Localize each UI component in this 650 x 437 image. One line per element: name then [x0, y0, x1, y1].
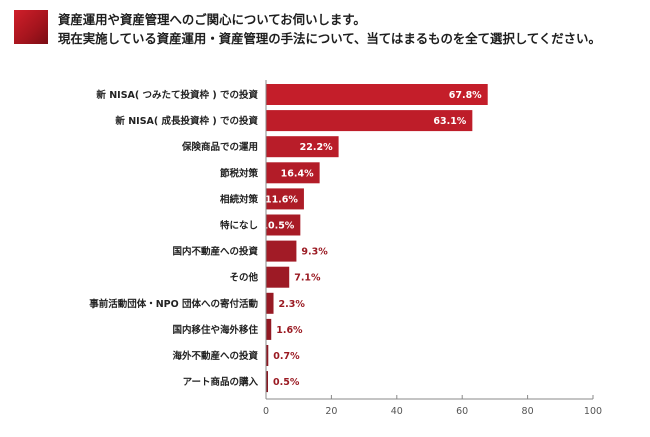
bar: [266, 240, 297, 262]
x-tick-label: 40: [391, 406, 403, 417]
value-label: 67.8%: [449, 90, 482, 101]
value-label: 9.3%: [301, 247, 328, 258]
category-label: 海外不動産への投資: [172, 350, 258, 362]
bar: [266, 188, 304, 210]
value-label: 1.6%: [276, 325, 303, 336]
bar: [266, 318, 272, 340]
question-marker: [14, 10, 48, 44]
category-label: 特になし: [220, 220, 258, 232]
value-label: 0.5%: [273, 377, 300, 388]
question-text: 資産運用や資産管理へのご関心についてお伺いします。 現在実施している資産運用・資…: [58, 10, 643, 48]
category-label: アート商品の購入: [183, 376, 259, 388]
x-tick-label: 60: [456, 406, 468, 417]
value-label: 16.4%: [281, 168, 314, 179]
category-label: 保険商品での運用: [181, 141, 258, 153]
value-label: 11.6%: [265, 194, 298, 205]
value-label: 63.1%: [433, 116, 466, 127]
bars-group: 新 NISA( つみたて投資枠 ) での投資 67.8% 新 NISA( 成長投資枠…: [89, 84, 488, 393]
value-label: 2.3%: [279, 299, 306, 310]
category-label: 新 NISA( つみたて投資枠 ) での投資: [96, 89, 258, 101]
x-tick-label: 100: [584, 406, 602, 417]
bar: [266, 84, 488, 105]
bar: [266, 110, 473, 132]
bar: [266, 266, 290, 288]
question-line-1: 資産運用や資産管理へのご関心についてお伺いします。: [58, 12, 366, 27]
value-label: 0.7%: [273, 351, 300, 362]
value-label: 22.2%: [300, 142, 333, 153]
category-label: 新 NISA( 成長投資枠 ) での投資: [115, 115, 258, 127]
x-tick-label: 0: [263, 406, 269, 417]
x-tick-label: 20: [325, 406, 337, 417]
value-label: 10.5%: [261, 221, 294, 232]
x-tick-label: 80: [522, 406, 534, 417]
bar: [266, 136, 339, 158]
value-label: 7.1%: [294, 273, 321, 284]
bar: [266, 292, 274, 314]
category-label: 国内移住や海外移住: [172, 324, 258, 336]
bar: [266, 162, 320, 184]
category-label: 節税対策: [219, 167, 259, 179]
category-label: 相続対策: [220, 193, 259, 205]
bar: [266, 345, 269, 366]
category-label: 国内不動産への投資: [172, 246, 258, 258]
bar: [266, 371, 268, 393]
question-line-2: 現在実施している資産運用・資産管理の手法について、当てはまるものを全て選択してく…: [58, 31, 601, 46]
category-label: 事前活動団体・NPO 団体への寄付活動: [89, 298, 258, 310]
bar: [266, 214, 301, 236]
category-label: その他: [229, 272, 258, 284]
x-axis: 0 20 40 60 80 100: [263, 80, 602, 417]
